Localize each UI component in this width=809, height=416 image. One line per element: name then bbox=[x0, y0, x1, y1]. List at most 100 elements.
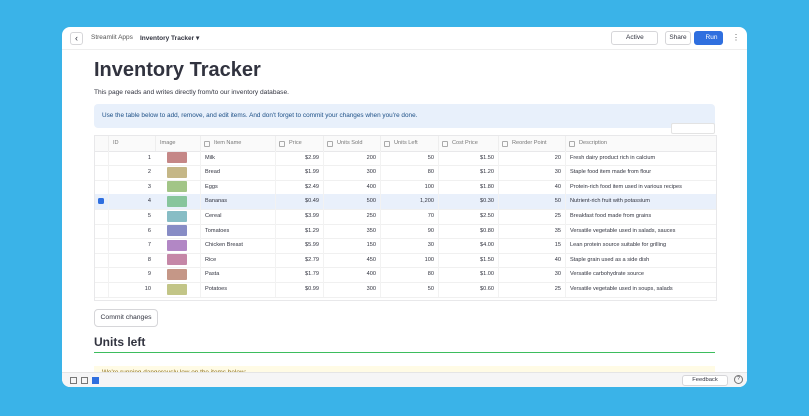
table-row[interactable] bbox=[95, 224, 716, 240]
table-cell: 25 bbox=[498, 209, 565, 224]
row-checkbox[interactable] bbox=[98, 242, 104, 248]
commit-button[interactable]: Commit changes bbox=[94, 309, 158, 327]
table-cell: Bread bbox=[200, 165, 275, 180]
row-checkbox[interactable] bbox=[98, 271, 104, 277]
run-button[interactable]: Run bbox=[694, 31, 723, 45]
bottom-bar bbox=[62, 372, 747, 387]
table-cell: 50 bbox=[380, 150, 438, 166]
row-checkbox[interactable] bbox=[98, 286, 104, 292]
data-table[interactable]: ID Image Item Name Price Units Sold Units Lef… bbox=[94, 135, 717, 301]
row-checkbox[interactable] bbox=[98, 213, 104, 219]
menu-button[interactable]: ⋮ bbox=[732, 33, 740, 42]
column-header: Units Left bbox=[380, 136, 438, 151]
table-cell: 8 bbox=[108, 252, 155, 268]
sort-icon bbox=[384, 141, 390, 147]
table-cell: $1.99 bbox=[275, 165, 323, 180]
table-row[interactable] bbox=[95, 253, 716, 269]
table-cell: $4.00 bbox=[438, 238, 498, 253]
table-cell: 80 bbox=[380, 267, 438, 282]
table-row[interactable] bbox=[95, 282, 716, 298]
table-cell: 6 bbox=[108, 223, 155, 239]
icon[interactable] bbox=[92, 377, 99, 384]
column-header: Cost Price bbox=[438, 136, 498, 151]
table-cell: 9 bbox=[108, 267, 155, 282]
feedback-button[interactable]: Feedback bbox=[682, 375, 728, 386]
table-cell: $2.49 bbox=[275, 179, 323, 195]
table-cell: 50 bbox=[380, 282, 438, 297]
divider bbox=[94, 352, 715, 353]
table-row[interactable] bbox=[95, 209, 716, 225]
item-image bbox=[167, 166, 187, 178]
back-button[interactable]: ‹ bbox=[70, 32, 83, 45]
table-cell: $1.79 bbox=[275, 267, 323, 282]
status-dropdown[interactable]: Active bbox=[611, 31, 658, 45]
icon[interactable] bbox=[70, 377, 77, 384]
table-cell: 5 bbox=[108, 209, 155, 224]
item-image bbox=[167, 283, 187, 295]
table-cell: 90 bbox=[380, 223, 438, 239]
share-button[interactable]: Share bbox=[665, 31, 691, 45]
row-checkbox[interactable] bbox=[98, 228, 104, 234]
row-checkbox[interactable] bbox=[98, 257, 104, 263]
icon[interactable] bbox=[81, 377, 88, 384]
table-cell: 30 bbox=[498, 165, 565, 180]
table-cell: Versatile carbohydrate source bbox=[565, 267, 716, 282]
sort-icon bbox=[204, 141, 210, 147]
table-cell: Cereal bbox=[200, 209, 275, 224]
table-row[interactable] bbox=[95, 238, 716, 254]
row-checkbox[interactable] bbox=[98, 169, 104, 175]
item-image bbox=[167, 254, 187, 266]
table-cell: $1.20 bbox=[438, 165, 498, 180]
table-cell: Chicken Breast bbox=[200, 238, 275, 253]
table-cell: Lean protein source suitable for grillin… bbox=[565, 238, 716, 253]
table-cell: Nutrient-rich fruit with potassium bbox=[565, 194, 716, 209]
row-checkbox[interactable] bbox=[98, 155, 104, 161]
item-image bbox=[167, 225, 187, 237]
table-row[interactable] bbox=[95, 267, 716, 283]
row-checkbox[interactable] bbox=[98, 198, 104, 205]
column-header: Reorder Point bbox=[498, 136, 565, 151]
table-cell: $1.80 bbox=[438, 179, 498, 195]
table-cell: $0.80 bbox=[438, 223, 498, 239]
table-cell: 500 bbox=[323, 194, 380, 209]
table-cell: 1,200 bbox=[380, 194, 438, 209]
table-cell: $1.50 bbox=[438, 252, 498, 268]
info-text: Use the table below to add, remove, and … bbox=[102, 112, 418, 119]
column-header: Price bbox=[275, 136, 323, 151]
table-cell: 35 bbox=[498, 223, 565, 239]
table-cell: Versatile vegetable used in salads, sauc… bbox=[565, 223, 716, 239]
table-cell: 10 bbox=[108, 282, 155, 297]
table-cell: 300 bbox=[323, 282, 380, 297]
table-cell: $0.49 bbox=[275, 194, 323, 209]
header-bg bbox=[95, 136, 716, 152]
table-row[interactable] bbox=[95, 165, 716, 181]
table-cell: Fresh dairy product rich in calcium bbox=[565, 150, 716, 166]
intro-text: This page reads and writes directly from… bbox=[94, 89, 289, 96]
item-image bbox=[167, 195, 187, 207]
table-cell: Potatoes bbox=[200, 282, 275, 297]
item-image bbox=[167, 268, 187, 280]
table-cell: 100 bbox=[380, 252, 438, 268]
column-header: Units Sold bbox=[323, 136, 380, 151]
table-cell: Milk bbox=[200, 150, 275, 166]
row-checkbox[interactable] bbox=[98, 184, 104, 190]
item-image bbox=[167, 239, 187, 251]
table-cell: $5.99 bbox=[275, 238, 323, 253]
table-cell: $2.99 bbox=[275, 150, 323, 166]
item-image bbox=[167, 210, 187, 222]
table-cell: $0.99 bbox=[275, 282, 323, 297]
table-cell: 150 bbox=[323, 238, 380, 253]
sort-icon bbox=[502, 141, 508, 147]
app-name[interactable]: Inventory Tracker ▾ bbox=[140, 35, 200, 42]
table-cell: Breakfast food made from grains bbox=[565, 209, 716, 224]
table-cell: Staple food item made from flour bbox=[565, 165, 716, 180]
table-row[interactable] bbox=[95, 194, 716, 210]
breadcrumb[interactable]: Streamlit Apps bbox=[91, 34, 133, 41]
sort-icon bbox=[569, 141, 575, 147]
table-cell: 80 bbox=[380, 165, 438, 180]
app-window: ‹ Streamlit Apps Inventory Tracker ▾ Act… bbox=[62, 27, 747, 387]
table-row[interactable] bbox=[95, 151, 716, 167]
help-button[interactable]: ? bbox=[734, 375, 743, 384]
table-cell: $1.00 bbox=[438, 267, 498, 282]
table-toolbar[interactable] bbox=[671, 123, 715, 134]
